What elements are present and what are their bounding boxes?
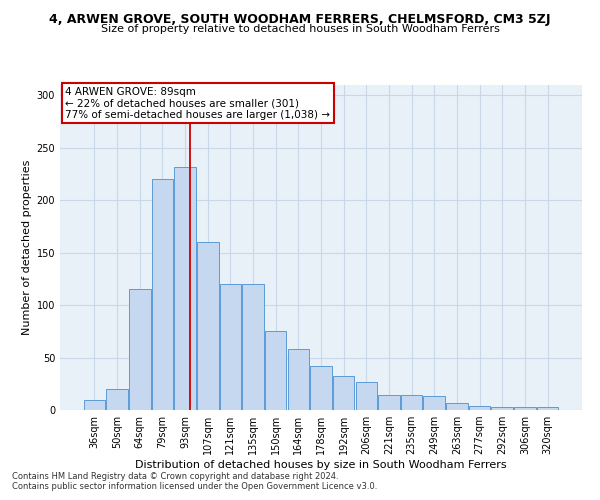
- Text: Size of property relative to detached houses in South Woodham Ferrers: Size of property relative to detached ho…: [101, 24, 499, 34]
- Text: Contains public sector information licensed under the Open Government Licence v3: Contains public sector information licen…: [12, 482, 377, 491]
- Bar: [242, 284, 264, 410]
- Bar: [84, 400, 105, 410]
- Bar: [175, 167, 196, 410]
- Bar: [469, 406, 490, 410]
- Bar: [129, 290, 151, 410]
- Bar: [356, 382, 377, 410]
- Bar: [265, 332, 286, 410]
- Bar: [333, 376, 355, 410]
- Bar: [514, 407, 536, 410]
- Bar: [197, 242, 218, 410]
- Bar: [220, 284, 241, 410]
- Bar: [424, 396, 445, 410]
- Bar: [287, 349, 309, 410]
- X-axis label: Distribution of detached houses by size in South Woodham Ferrers: Distribution of detached houses by size …: [135, 460, 507, 470]
- Bar: [310, 366, 332, 410]
- Bar: [152, 180, 173, 410]
- Text: 4, ARWEN GROVE, SOUTH WOODHAM FERRERS, CHELMSFORD, CM3 5ZJ: 4, ARWEN GROVE, SOUTH WOODHAM FERRERS, C…: [49, 12, 551, 26]
- Bar: [401, 396, 422, 410]
- Bar: [446, 402, 467, 410]
- Bar: [106, 389, 128, 410]
- Y-axis label: Number of detached properties: Number of detached properties: [22, 160, 32, 335]
- Bar: [491, 407, 513, 410]
- Bar: [537, 407, 558, 410]
- Text: 4 ARWEN GROVE: 89sqm
← 22% of detached houses are smaller (301)
77% of semi-deta: 4 ARWEN GROVE: 89sqm ← 22% of detached h…: [65, 86, 330, 120]
- Text: Contains HM Land Registry data © Crown copyright and database right 2024.: Contains HM Land Registry data © Crown c…: [12, 472, 338, 481]
- Bar: [378, 396, 400, 410]
